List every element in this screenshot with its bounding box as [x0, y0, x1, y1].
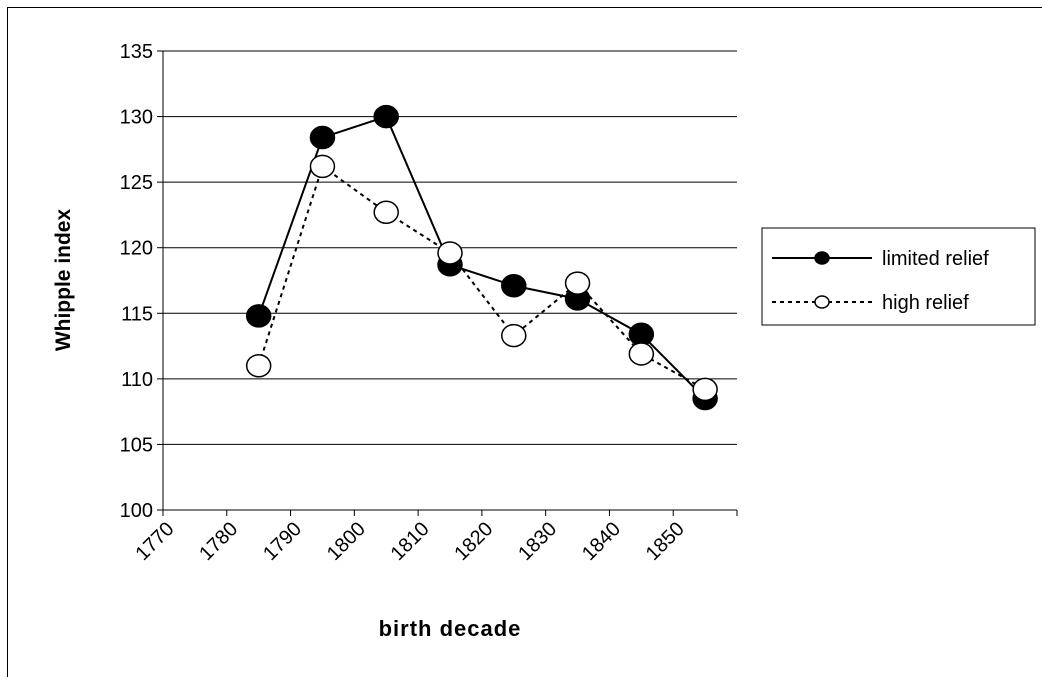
x-tick-label: 1800: [323, 518, 370, 565]
y-tick-label: 115: [121, 303, 153, 325]
x-tick-label: 1820: [450, 518, 497, 565]
y-axis-title: Whipple index: [52, 209, 75, 352]
x-tick-label: 1840: [578, 518, 625, 565]
chart-frame: [7, 7, 1042, 677]
y-tick-label: 125: [120, 172, 153, 194]
data-point: [373, 200, 399, 225]
y-tick-label: 110: [121, 369, 153, 391]
data-point: [692, 377, 718, 402]
legend-label: high relief: [882, 292, 969, 314]
y-tick-label: 100: [120, 500, 153, 522]
x-tick-label: 1780: [195, 518, 242, 565]
x-axis-title: birth decade: [379, 616, 522, 641]
data-point: [564, 271, 591, 295]
y-tick-label: 135: [120, 41, 153, 63]
x-tick-label: 1770: [132, 518, 179, 565]
data-point: [309, 154, 336, 179]
data-point: [309, 125, 336, 150]
x-tick-label: 1830: [514, 518, 561, 565]
legend-marker: [814, 251, 830, 265]
legend-marker: [814, 295, 830, 309]
data-point: [628, 322, 655, 347]
data-point: [628, 342, 655, 366]
legend-label: limited relief: [882, 248, 989, 270]
x-tick-label: 1810: [387, 518, 434, 565]
y-tick-label: 130: [120, 107, 153, 129]
data-point: [245, 353, 272, 378]
data-point: [501, 323, 527, 348]
data-point: [245, 304, 272, 328]
legend-box: [761, 227, 1036, 326]
data-point: [501, 273, 527, 298]
data-point: [437, 241, 463, 265]
legend: limited relief high relief: [761, 227, 1036, 326]
x-tick-label: 1790: [259, 518, 306, 565]
y-tick-label: 120: [120, 238, 153, 260]
y-tick-label: 105: [120, 434, 153, 456]
data-point: [373, 104, 399, 129]
x-tick-label: 1850: [642, 518, 689, 565]
